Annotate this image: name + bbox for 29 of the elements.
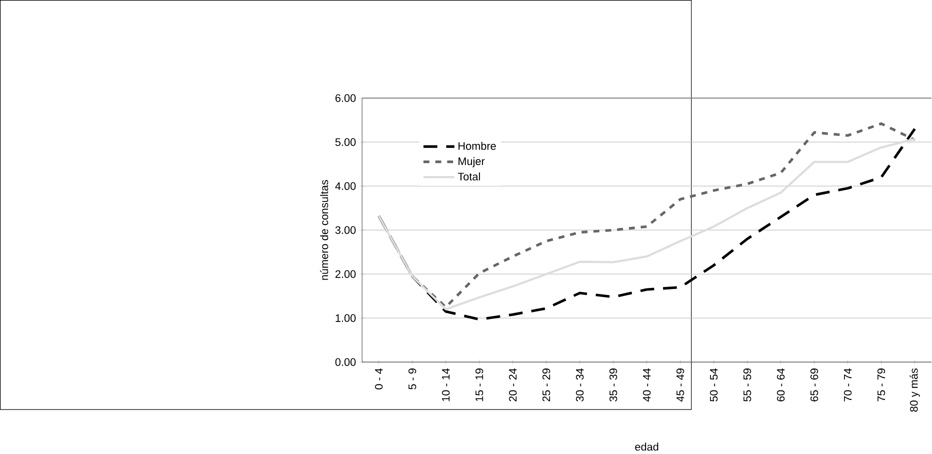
y-tick-label: 1.00 (336, 314, 356, 322)
y-tick-label: 4.00 (335, 182, 356, 190)
x-tick-label: 35 - 39 (609, 368, 618, 402)
x-tick-label: 10 - 14 (442, 368, 450, 402)
x-tick-label: 50 - 54 (710, 368, 718, 402)
legend-label: Mujer (458, 157, 485, 168)
x-tick-label: 20 - 24 (508, 368, 517, 402)
x-tick-label: 0 - 4 (374, 368, 383, 390)
x-tick-label: 40 - 44 (642, 368, 651, 402)
x-tick-label: 5 - 9 (408, 368, 416, 390)
x-tick-label: 65 - 69 (810, 368, 818, 402)
x-tick-label: 30 - 34 (576, 368, 584, 402)
x-tick-label: 75 - 79 (877, 368, 886, 402)
x-tick-label: 80 y más (910, 368, 920, 412)
legend-label: Hombre (458, 142, 496, 150)
x-axis-title: edad (635, 442, 658, 451)
x-tick-label: 55 - 59 (743, 368, 752, 402)
y-tick-label: 0.00 (335, 358, 356, 366)
legend-label: Total (458, 172, 480, 180)
x-tick-label: 60 - 64 (776, 368, 785, 402)
y-tick-label: 6.00 (335, 94, 356, 102)
y-tick-label: 5.00 (335, 138, 356, 146)
x-tick-label: 70 - 74 (844, 368, 852, 402)
y-tick-label: 2.00 (335, 270, 356, 278)
y-tick-label: 3.00 (335, 226, 356, 234)
y-axis-title: número de consultas (320, 180, 328, 280)
x-tick-label: 25 - 29 (542, 368, 550, 402)
x-tick-label: 15 - 19 (475, 368, 484, 402)
x-tick-label: 45 - 49 (676, 368, 684, 402)
